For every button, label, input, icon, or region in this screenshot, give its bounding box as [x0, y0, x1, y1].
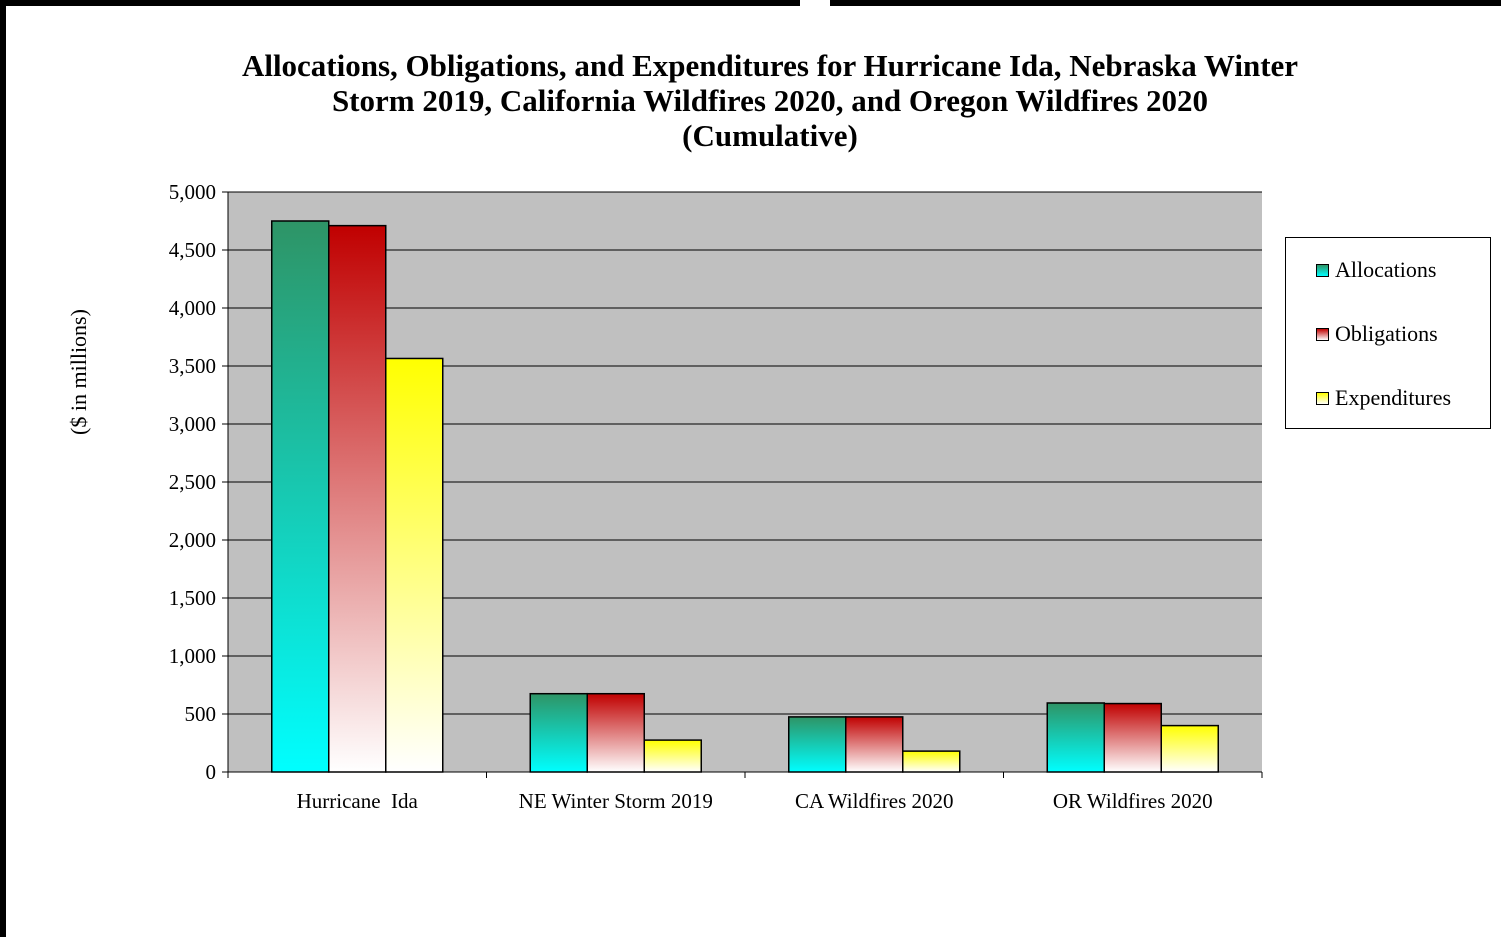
chart-title-line-1: Allocations, Obligations, and Expenditur…: [241, 48, 1299, 83]
bar-expenditures-2: [902, 750, 961, 773]
bars: [271, 220, 1219, 773]
legend-item-allocations: Allocations: [1316, 257, 1437, 282]
y-tick-label: 3,000: [169, 412, 216, 436]
y-tick-label: 5,000: [169, 180, 216, 204]
x-tick-label: CA Wildfires 2020: [795, 789, 954, 813]
legend-swatch-expenditures: [1316, 391, 1329, 405]
y-tick-label: 4,000: [169, 296, 216, 320]
legend-label-allocations: Allocations: [1335, 257, 1437, 282]
y-tick-label: 1,500: [169, 586, 216, 610]
y-tick-label: 2,000: [169, 528, 216, 552]
bar-obligations-2: [845, 716, 904, 773]
legend-item-expenditures: Expenditures: [1316, 385, 1452, 410]
bar-obligations-1: [586, 692, 645, 773]
bar-expenditures-0: [385, 357, 444, 773]
legend-label-obligations: Obligations: [1335, 321, 1438, 346]
axes: [222, 191, 1263, 778]
y-tick-label: 3,500: [169, 354, 216, 378]
y-tick-labels: 0 500 1,000 1,500 2,000 2,500 3,000 3,500 4,000 4…: [169, 180, 216, 784]
y-axis-label: ($ in millions): [66, 309, 91, 435]
chart-title-line-2: Storm 2019, California Wildfires 2020, a…: [331, 83, 1209, 118]
frame-notch: [800, 0, 830, 6]
bar-expenditures-3: [1160, 724, 1219, 773]
legend-item-obligations: Obligations: [1316, 321, 1438, 346]
legend-swatch-obligations: [1316, 327, 1329, 341]
chart-title: Allocations, Obligations, and Expenditur…: [120, 48, 1420, 153]
bar-allocations-2: [788, 716, 847, 773]
x-tick-label: OR Wildfires 2020: [1053, 789, 1213, 813]
legend-swatch-allocations: [1316, 263, 1329, 277]
x-tick-label: NE Winter Storm 2019: [519, 789, 713, 813]
legend: Allocations Obligations Expenditures: [1285, 237, 1491, 429]
bar-expenditures-1: [643, 739, 702, 773]
y-tick-label: 2,500: [169, 470, 216, 494]
y-tick-label: 1,000: [169, 644, 216, 668]
bar-obligations-0: [328, 224, 387, 773]
y-tick-label: 4,500: [169, 238, 216, 262]
y-tick-label: 500: [185, 702, 217, 726]
chart-title-line-3: (Cumulative): [682, 118, 858, 153]
bar-allocations-1: [529, 692, 588, 773]
legend-label-expenditures: Expenditures: [1335, 385, 1452, 410]
bar-obligations-3: [1103, 702, 1162, 773]
bar-allocations-0: [271, 220, 330, 773]
x-tick-labels: Hurricane Ida NE Winter Storm 2019 CA Wild…: [297, 789, 1213, 813]
bar-allocations-3: [1046, 702, 1105, 773]
y-tick-label: 0: [206, 760, 217, 784]
x-tick-label: Hurricane Ida: [297, 789, 419, 813]
